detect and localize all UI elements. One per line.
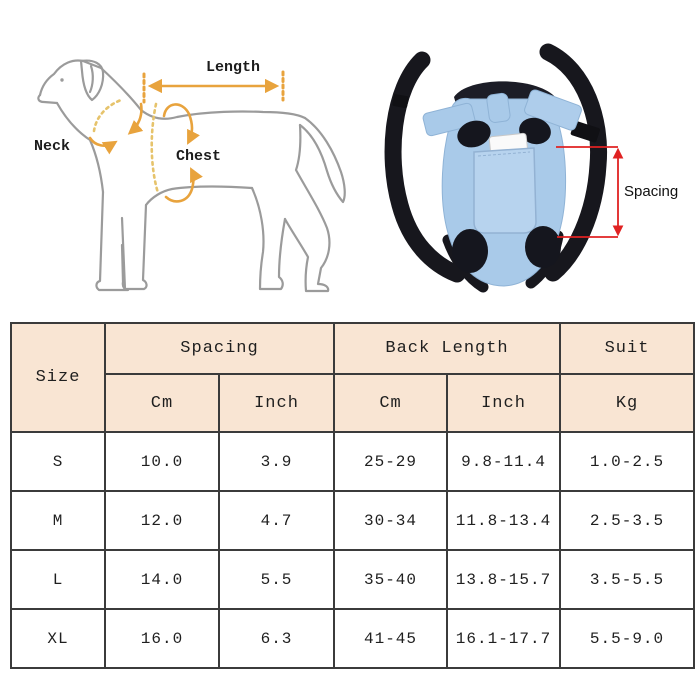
cell-back-cm: 41-45 — [333, 608, 449, 669]
length-label: Length — [206, 59, 260, 76]
cell-back-cm: 30-34 — [333, 490, 449, 551]
neck-measure-arrow — [88, 102, 144, 155]
table-row-l: L 14.0 5.5 35-40 13.8-15.7 3.5-5.5 — [10, 549, 696, 610]
cell-suit-kg: 3.5-5.5 — [559, 549, 696, 610]
spacing-photo-label: Spacing — [624, 183, 678, 200]
cell-size: L — [10, 549, 106, 610]
chest-label: Chest — [176, 148, 221, 165]
cell-spacing-cm: 14.0 — [104, 549, 220, 610]
dog-outline-drawing — [37, 59, 346, 293]
col-header-back-cm: Cm — [333, 373, 449, 433]
col-header-back-inch: Inch — [446, 373, 562, 433]
cell-spacing-inch: 4.7 — [217, 490, 336, 551]
col-header-suit: Suit — [559, 322, 696, 375]
cell-suit-kg: 2.5-3.5 — [559, 490, 696, 551]
carrier-backpack-photo: Spacing — [384, 43, 678, 293]
rear-leg-hole-left — [452, 229, 488, 273]
front-leg-hole-right — [519, 117, 551, 145]
cell-spacing-inch: 6.3 — [217, 608, 336, 669]
strap-adjuster — [392, 94, 409, 108]
cell-back-inch: 9.8-11.4 — [446, 431, 562, 492]
chest-measure-arrow — [162, 103, 203, 203]
cell-suit-kg: 1.0-2.5 — [559, 431, 696, 492]
spacing-measure-arrow — [556, 146, 624, 238]
table-row-m: M 12.0 4.7 30-34 11.8-13.4 2.5-3.5 — [10, 490, 696, 551]
table-row-xl: XL 16.0 6.3 41-45 16.1-17.7 5.5-9.0 — [10, 608, 696, 669]
neck-girth-dotted-line — [92, 98, 123, 133]
neck-label: Neck — [34, 138, 70, 155]
col-header-spacing-inch: Inch — [217, 373, 336, 433]
rear-leg-hole-right — [525, 226, 561, 268]
cell-spacing-cm: 12.0 — [104, 490, 220, 551]
cell-size: M — [10, 490, 106, 551]
col-header-suit-kg: Kg — [559, 373, 696, 433]
cell-back-cm: 25-29 — [333, 431, 449, 492]
cell-back-inch: 16.1-17.7 — [446, 608, 562, 669]
cell-spacing-inch: 5.5 — [217, 549, 336, 610]
col-header-spacing: Spacing — [103, 322, 336, 375]
cell-back-inch: 11.8-13.4 — [446, 490, 562, 551]
chest-girth-dotted-line — [150, 102, 160, 195]
pocket-stitching — [477, 151, 531, 157]
cell-spacing-cm: 10.0 — [104, 431, 220, 492]
col-header-spacing-cm: Cm — [104, 373, 220, 433]
cell-size: S — [10, 431, 106, 492]
front-leg-hole-left — [457, 120, 491, 148]
col-header-back-length: Back Length — [333, 322, 562, 375]
table-row-s: S 10.0 3.9 25-29 9.8-11.4 1.0-2.5 — [10, 431, 696, 492]
front-pocket — [473, 147, 537, 234]
cell-spacing-inch: 3.9 — [217, 431, 336, 492]
length-arrow — [142, 70, 285, 104]
strap-buckle — [570, 120, 600, 143]
cell-back-inch: 13.8-15.7 — [446, 549, 562, 610]
col-header-size: Size — [10, 322, 106, 433]
cell-back-cm: 35-40 — [333, 549, 449, 610]
cell-suit-kg: 5.5-9.0 — [559, 608, 696, 669]
cell-spacing-cm: 16.0 — [104, 608, 220, 669]
size-chart-table: Size Spacing Back Length Suit Cm Inch Cm… — [10, 322, 696, 669]
dog-measurement-diagram: Length Neck Chest — [34, 59, 346, 293]
cell-size: XL — [10, 608, 106, 669]
